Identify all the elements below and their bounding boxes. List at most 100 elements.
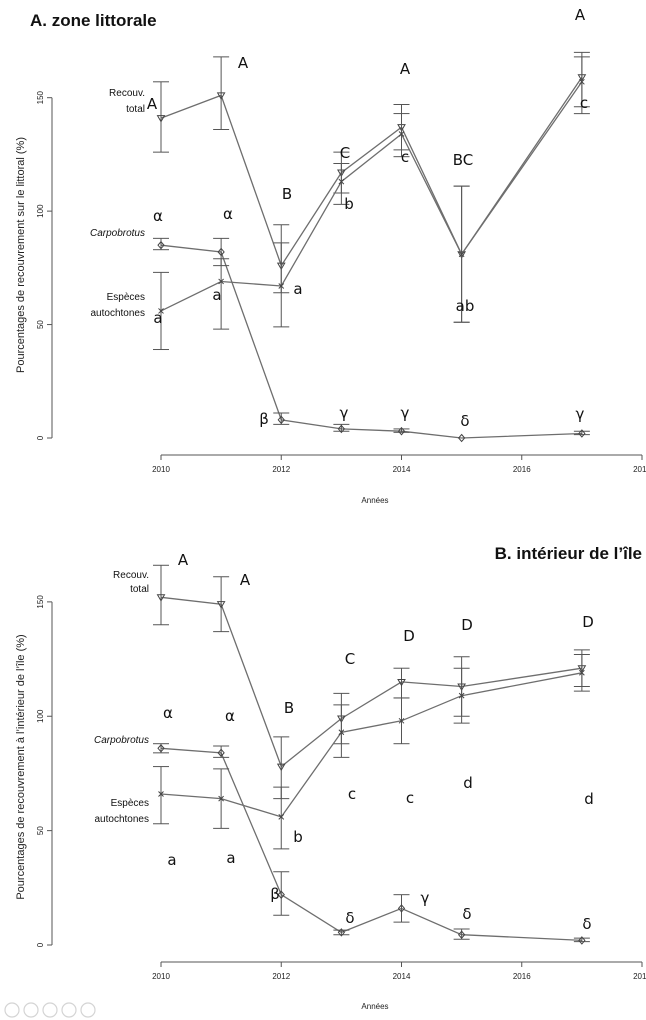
significance-label: C	[345, 650, 355, 668]
x-tick-label: 2012	[272, 465, 290, 474]
series-line	[160, 244, 582, 439]
series-label: autochtones	[91, 308, 146, 319]
significance-label: δ	[582, 915, 591, 933]
data-point	[216, 92, 226, 100]
series-line	[160, 672, 583, 818]
series-0: A A B C D D D Recouv. total	[113, 551, 594, 800]
data-point	[157, 240, 165, 250]
significance-label: α	[153, 207, 163, 225]
data-point	[457, 433, 466, 443]
significance-label: B	[282, 185, 292, 203]
data-point	[277, 415, 285, 425]
data-point	[216, 601, 226, 609]
data-point	[157, 744, 165, 753]
x-axis-label: Années	[361, 1002, 388, 1011]
series-label: total	[126, 104, 145, 115]
y-tick-label: 150	[36, 595, 45, 609]
y-tick-label: 50	[36, 320, 45, 329]
y-axis-label: Pourcentages de recouvrement sur le litt…	[15, 137, 27, 373]
series-label: Recouv.	[113, 570, 149, 581]
x-tick-label: 2014	[393, 465, 411, 474]
data-point	[158, 791, 164, 797]
data-point	[156, 115, 166, 123]
y-tick-label: 0	[36, 942, 45, 947]
significance-label: α	[223, 205, 233, 223]
significance-label: D	[403, 627, 415, 645]
significance-label: δ	[460, 412, 469, 430]
significance-label: γ	[421, 889, 430, 907]
significance-label: A	[400, 60, 411, 78]
chart-panel-a: A. zone littorale 2010 2012 2014 2016 2018 Ann…	[15, 6, 646, 505]
significance-label: b	[344, 195, 354, 213]
data-point	[458, 251, 465, 258]
series-label: Espèces	[111, 798, 149, 809]
x-tick-label: 2010	[152, 465, 170, 474]
significance-label: β	[270, 885, 280, 903]
data-point	[278, 283, 285, 289]
significance-label: A	[147, 95, 158, 113]
significance-label: c	[580, 94, 588, 112]
cc-icon	[4, 1002, 20, 1018]
data-point	[457, 930, 466, 939]
significance-label: c	[348, 785, 356, 803]
license-icons	[4, 1002, 96, 1018]
y-tick-label: 100	[36, 204, 45, 218]
significance-label: a	[226, 849, 235, 867]
data-point	[218, 278, 224, 285]
nc-icon	[42, 1002, 58, 1018]
data-point	[397, 904, 406, 913]
data-point	[337, 424, 346, 434]
data-point	[337, 928, 346, 937]
significance-label: BC	[453, 151, 474, 169]
y-tick-label: 50	[36, 826, 45, 835]
x-tick-label: 2012	[272, 972, 290, 981]
significance-label: α	[225, 707, 235, 725]
significance-label: A	[238, 54, 249, 72]
y-tick-label: 150	[36, 90, 45, 104]
series-label: Carpobrotus	[90, 228, 145, 239]
x-tick-label: 2016	[513, 972, 531, 981]
series-line	[160, 596, 582, 768]
data-point	[277, 890, 285, 899]
sa-icon	[80, 1002, 96, 1018]
significance-label: d	[463, 774, 473, 792]
series-label: Carpobrotus	[94, 735, 149, 746]
series-label: Recouv.	[109, 88, 145, 99]
chart-title: B. intérieur de l’île	[495, 544, 642, 563]
significance-label: A	[240, 571, 251, 589]
significance-label: C	[340, 144, 350, 162]
data-point	[217, 748, 225, 758]
significance-label: D	[582, 613, 594, 631]
series-label: Espèces	[107, 292, 145, 303]
y-tick-label: 100	[36, 709, 45, 723]
significance-label: γ	[401, 404, 410, 422]
data-point	[217, 247, 225, 257]
data-point	[458, 692, 465, 699]
x-tick-label: 2016	[513, 465, 531, 474]
significance-label: D	[461, 616, 473, 634]
data-point	[278, 814, 285, 820]
significance-label: d	[584, 790, 594, 808]
data-point	[398, 131, 405, 137]
significance-label: α	[163, 704, 173, 722]
significance-label: A	[178, 551, 189, 569]
data-point	[156, 594, 166, 602]
significance-label: a	[167, 851, 176, 869]
data-point	[578, 429, 586, 438]
y-axis-label: Pourcentages de recouvrement à l’intérie…	[15, 634, 27, 899]
chart-title: A. zone littorale	[30, 11, 157, 30]
series-line	[160, 81, 583, 312]
data-point	[578, 936, 586, 945]
significance-label: δ	[345, 909, 354, 927]
significance-label: A	[575, 6, 586, 24]
series-1: α α β δ γ δ δ Carpobrotus	[94, 704, 592, 945]
significance-label: δ	[462, 905, 471, 923]
significance-label: c	[406, 789, 414, 807]
x-tick-label: 2010	[152, 972, 170, 981]
y-tick-label: 0	[36, 435, 45, 440]
x-tick-label: 2014	[393, 972, 411, 981]
data-point	[338, 729, 345, 736]
significance-label: γ	[340, 404, 349, 422]
